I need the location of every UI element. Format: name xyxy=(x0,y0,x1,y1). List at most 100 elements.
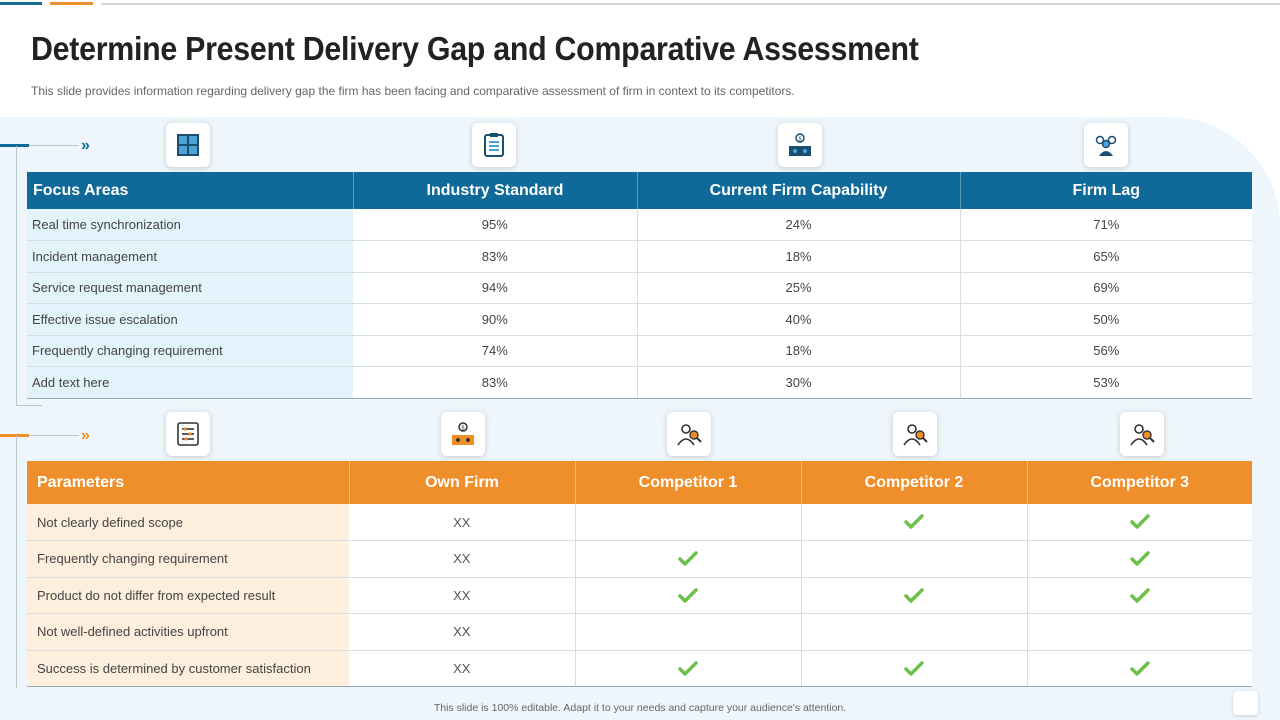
check-icon xyxy=(904,660,924,676)
table-cell xyxy=(575,613,802,651)
table-cell xyxy=(575,650,802,687)
check-icon xyxy=(1130,551,1150,566)
connector-line xyxy=(29,435,79,436)
table-cell: 25% xyxy=(637,272,961,304)
top-divider xyxy=(101,3,1280,5)
svg-text:$: $ xyxy=(798,136,802,143)
connector-bracket xyxy=(16,146,17,406)
chevron-right-icon: » xyxy=(81,427,90,444)
table-row: Product do not differ from expected resu… xyxy=(27,577,1252,614)
check-icon xyxy=(904,587,924,603)
column-header: Industry Standard xyxy=(353,172,638,209)
slide-title: Determine Present Delivery Gap and Compa… xyxy=(31,30,919,67)
check-icon xyxy=(1130,514,1150,530)
table-row: Real time synchronization 95% 24% 71% xyxy=(27,209,1252,241)
column-header: Parameters xyxy=(27,461,350,504)
table-cell: XX xyxy=(349,613,576,651)
table-cell: 83% xyxy=(353,240,638,273)
table-cell: 71% xyxy=(960,209,1252,241)
table-cell: 40% xyxy=(637,303,961,336)
connector-bracket xyxy=(16,436,17,688)
column-header: Competitor 2 xyxy=(801,461,1028,504)
table-cell: 18% xyxy=(637,240,961,273)
table-row: Effective issue escalation 90% 40% 50% xyxy=(27,303,1252,336)
table-cell xyxy=(1027,577,1252,614)
check-icon xyxy=(678,587,698,603)
delivery-gap-table: Focus Areas Industry Standard Current Fi… xyxy=(27,172,1252,399)
table-row: Not clearly defined scope XX xyxy=(27,504,1252,541)
table-cell xyxy=(575,540,802,578)
table-header-row: Parameters Own Firm Competitor 1 Competi… xyxy=(27,461,1252,504)
table-row: Service request management 94% 25% 69% xyxy=(27,272,1252,304)
table-cell xyxy=(801,540,1028,578)
table-cell xyxy=(1027,504,1252,541)
table-cell: Frequently changing requirement xyxy=(27,540,349,578)
slide-subtitle: This slide provides information regardin… xyxy=(31,84,795,98)
table-cell: Product do not differ from expected resu… xyxy=(27,577,349,614)
table-cell: Success is determined by customer satisf… xyxy=(27,650,349,687)
column-header: Competitor 3 xyxy=(1027,461,1252,504)
column-header: Firm Lag xyxy=(960,172,1252,209)
table-cell: XX xyxy=(349,504,576,541)
column-header: Current Firm Capability xyxy=(637,172,961,209)
column-header: Competitor 1 xyxy=(575,461,802,504)
column-header: Focus Areas xyxy=(27,172,354,209)
top-accent-orange xyxy=(50,2,93,5)
table-cell: 18% xyxy=(637,335,961,367)
person-search-icon xyxy=(1120,412,1164,456)
table-cell xyxy=(1027,613,1252,651)
clipboard-icon xyxy=(472,123,516,167)
person-search-icon xyxy=(893,412,937,456)
table-row: Frequently changing requirement XX xyxy=(27,540,1252,578)
table-cell: XX xyxy=(349,577,576,614)
table-cell xyxy=(801,504,1028,541)
grid-window-icon xyxy=(166,123,210,167)
table-row: Not well-defined activities upfront XX xyxy=(27,613,1252,651)
connector-line xyxy=(29,145,79,146)
table-cell xyxy=(801,650,1028,687)
check-icon xyxy=(904,514,924,530)
table-row: Incident management 83% 18% 65% xyxy=(27,240,1252,273)
top-accent-blue xyxy=(0,2,42,5)
table-cell: Add text here xyxy=(27,366,353,399)
table-cell xyxy=(801,613,1028,651)
table-cell: 50% xyxy=(960,303,1252,336)
table-cell xyxy=(1027,650,1252,687)
table-cell xyxy=(801,577,1028,614)
dollar-presentation-icon: $ xyxy=(441,412,485,456)
table-header-row: Focus Areas Industry Standard Current Fi… xyxy=(27,172,1252,209)
check-icon xyxy=(678,551,698,566)
table-cell: 94% xyxy=(353,272,638,304)
table-cell: 83% xyxy=(353,366,638,399)
table-cell: XX xyxy=(349,650,576,687)
svg-text:$: $ xyxy=(461,425,465,432)
table-cell xyxy=(575,504,802,541)
table-cell xyxy=(1027,540,1252,578)
section-marker-blue xyxy=(0,144,29,147)
table-cell: 56% xyxy=(960,335,1252,367)
table-row: Frequently changing requirement 74% 18% … xyxy=(27,335,1252,367)
check-icon xyxy=(678,660,698,676)
checklist-icon xyxy=(166,412,210,456)
connector-bracket-end xyxy=(16,405,42,406)
dollar-presentation-icon: $ xyxy=(778,123,822,167)
table-cell: 69% xyxy=(960,272,1252,304)
table-cell: Not clearly defined scope xyxy=(27,504,349,541)
table-cell: Effective issue escalation xyxy=(27,303,353,336)
table-cell: Real time synchronization xyxy=(27,209,353,241)
table-cell: 24% xyxy=(637,209,961,241)
section-marker-orange xyxy=(0,434,29,437)
table-cell xyxy=(575,577,802,614)
table-row: Add text here 83% 30% 53% xyxy=(27,366,1252,399)
table-cell: 30% xyxy=(637,366,961,399)
table-cell: 65% xyxy=(960,240,1252,273)
check-icon xyxy=(1130,587,1150,603)
table-row: Success is determined by customer satisf… xyxy=(27,650,1252,687)
table-cell: Not well-defined activities upfront xyxy=(27,613,349,651)
table-cell: 95% xyxy=(353,209,638,241)
table-cell: Service request management xyxy=(27,272,353,304)
comparison-table: Parameters Own Firm Competitor 1 Competi… xyxy=(27,461,1252,687)
corner-box xyxy=(1233,691,1258,715)
table-cell: 74% xyxy=(353,335,638,367)
table-cell: 90% xyxy=(353,303,638,336)
